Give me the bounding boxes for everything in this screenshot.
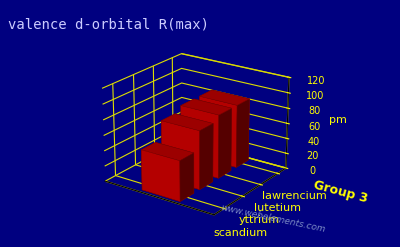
Text: valence d-orbital R(max): valence d-orbital R(max) xyxy=(8,17,209,31)
Text: www.webelements.com: www.webelements.com xyxy=(220,203,326,234)
Text: Group 3: Group 3 xyxy=(312,179,369,206)
